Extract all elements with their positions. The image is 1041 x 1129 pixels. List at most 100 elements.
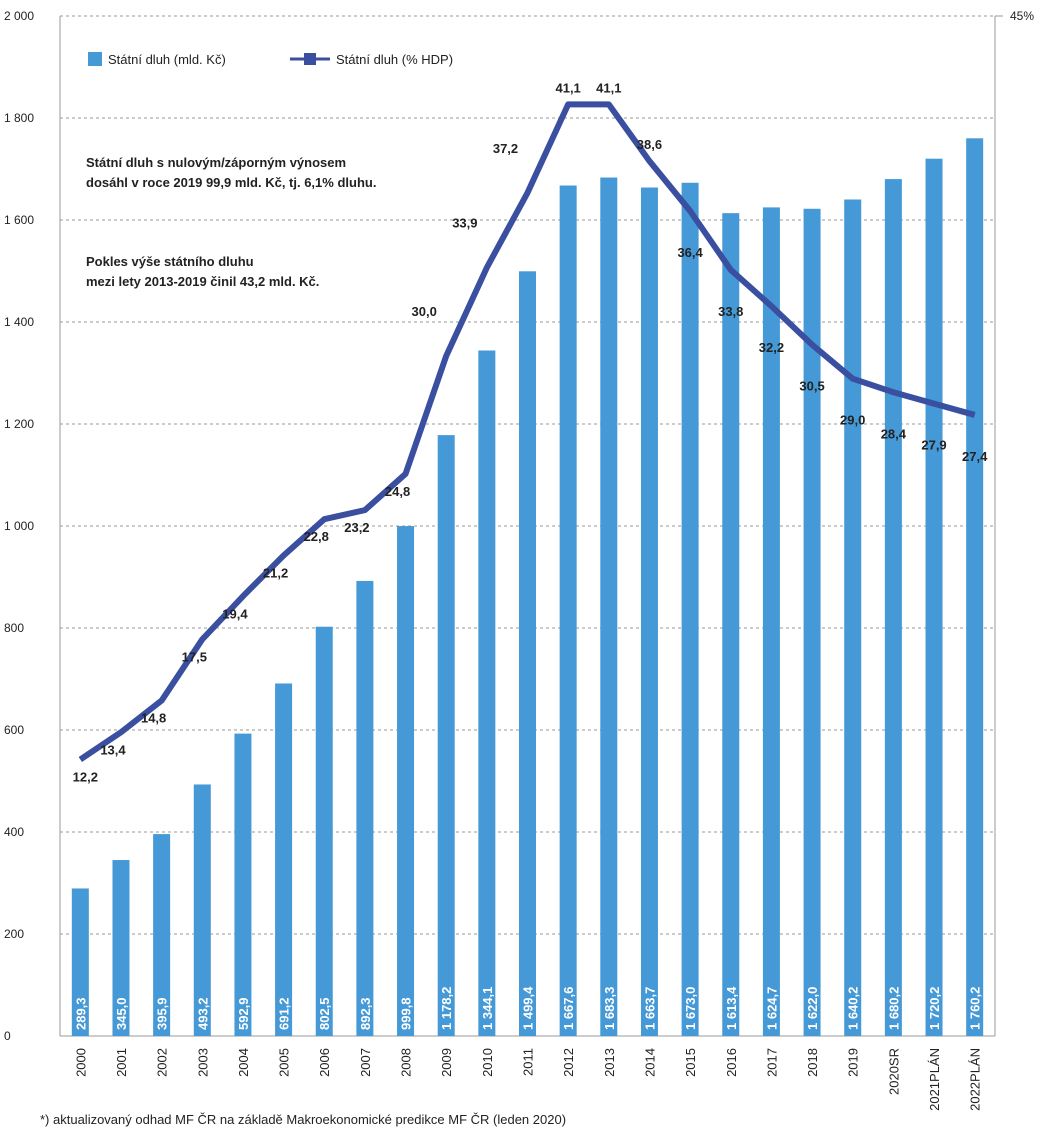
bar-value-label: 999,8 (399, 997, 414, 1030)
x-tick-label: 2003 (195, 1048, 210, 1077)
x-tick-label: 2000 (73, 1048, 88, 1077)
legend-marker (304, 53, 316, 65)
bar-value-label: 1 760,2 (968, 987, 983, 1030)
y-tick-label: 1 200 (4, 417, 34, 431)
line-value-label: 41,1 (596, 80, 621, 95)
line (78, 101, 976, 762)
bar (193, 784, 211, 1036)
bar (925, 158, 943, 1036)
bar-value-label: 1 344,1 (480, 987, 495, 1030)
y-tick-label: 1 600 (4, 213, 34, 227)
line-value-label: 33,9 (452, 216, 477, 231)
bar (803, 208, 821, 1036)
x-tick-label: 2005 (277, 1048, 292, 1077)
bar (234, 733, 252, 1036)
bar (112, 860, 130, 1036)
x-tick-label: 2002 (155, 1048, 170, 1077)
y-tick-label: 1 000 (4, 519, 34, 533)
bar-value-label: 1 624,7 (764, 987, 779, 1030)
bar-value-label: 802,5 (317, 997, 332, 1030)
bar (966, 138, 984, 1037)
bar-value-label: 345,0 (114, 997, 129, 1030)
footnote: *) aktualizovaný odhad MF ČR na základě … (40, 1112, 566, 1127)
bar (884, 179, 902, 1036)
line-value-label: 24,8 (385, 484, 410, 499)
x-tick-label: 2013 (602, 1048, 617, 1077)
line-value-label: 27,9 (921, 438, 946, 453)
bar-value-label: 691,2 (277, 997, 292, 1030)
bar (275, 683, 293, 1036)
annotation: dosáhl v roce 2019 99,9 mld. Kč, tj. 6,1… (86, 175, 376, 190)
bar-value-label: 1 622,0 (805, 987, 820, 1030)
bar-value-label: 892,3 (358, 997, 373, 1030)
bar (681, 182, 699, 1036)
line-value-label: 21,2 (263, 565, 288, 580)
line-value-label: 38,6 (637, 137, 662, 152)
y-tick-label: 200 (4, 927, 24, 941)
y-tick-label: 400 (4, 825, 24, 839)
x-tick-label: 2019 (846, 1048, 861, 1077)
y-tick-label: 0 (4, 1029, 11, 1043)
bar-value-label: 592,9 (236, 997, 251, 1030)
y2-tick-label: 45% (1010, 9, 1034, 23)
bar-value-label: 1 640,2 (846, 987, 861, 1030)
x-tick-label: 2018 (805, 1048, 820, 1077)
bar-value-label: 1 499,4 (521, 986, 536, 1030)
bar (722, 213, 740, 1036)
bar-value-label: 1 683,3 (602, 987, 617, 1030)
bar (437, 435, 455, 1036)
x-tick-label: 2001 (114, 1048, 129, 1077)
line-value-label: 41,1 (555, 80, 580, 95)
annotation: Pokles výše státního dluhu (86, 254, 254, 269)
line-value-label: 27,4 (962, 449, 988, 464)
line-value-label: 32,2 (759, 340, 784, 355)
y-tick-label: 1 800 (4, 111, 34, 125)
bar (397, 526, 415, 1036)
bar-value-label: 395,9 (155, 997, 170, 1030)
x-tick-label: 2008 (399, 1048, 414, 1077)
bar-value-label: 1 667,6 (561, 987, 576, 1030)
x-tick-label: 2015 (683, 1048, 698, 1077)
line-value-label: 37,2 (493, 141, 518, 156)
line-value-label: 14,8 (141, 711, 166, 726)
x-tick-label: 2007 (358, 1048, 373, 1077)
line-value-label: 30,5 (799, 379, 824, 394)
bar-value-label: 1 178,2 (439, 987, 454, 1030)
x-tick-label: 2012 (561, 1048, 576, 1077)
bar (559, 185, 577, 1037)
bar (478, 350, 496, 1036)
y-tick-label: 2 000 (4, 9, 34, 23)
y-tick-label: 600 (4, 723, 24, 737)
annotation: Státní dluh s nulovým/záporným výnosem (86, 155, 346, 170)
x-tick-label: 2004 (236, 1048, 251, 1077)
x-tick-label: 2011 (521, 1048, 536, 1076)
annotation: mezi lety 2013-2019 činil 43,2 mld. Kč. (86, 274, 319, 289)
x-tick-label: 2017 (764, 1048, 779, 1077)
bar-value-label: 1 613,4 (724, 986, 739, 1030)
line-value-label: 13,4 (100, 742, 126, 757)
x-tick-label: 2014 (642, 1048, 657, 1077)
line-value-label: 28,4 (881, 426, 907, 441)
x-tick-label: 2020SR (886, 1048, 901, 1095)
x-tick-label: 2016 (724, 1048, 739, 1077)
bar-value-label: 1 673,0 (683, 987, 698, 1030)
line-value-label: 23,2 (344, 520, 369, 535)
y-tick-label: 800 (4, 621, 24, 635)
x-tick-label: 2009 (439, 1048, 454, 1077)
bar-value-label: 1 663,7 (642, 987, 657, 1030)
line-value-label: 29,0 (840, 413, 865, 428)
bar-value-label: 1 720,2 (927, 987, 942, 1030)
x-tick-label: 2010 (480, 1048, 495, 1077)
bar (762, 207, 780, 1036)
legend-swatch (88, 52, 102, 66)
line-value-label: 19,4 (222, 606, 248, 621)
bar (315, 626, 333, 1036)
line-value-label: 22,8 (304, 529, 329, 544)
bar (519, 271, 536, 1036)
bar (153, 834, 171, 1036)
legend-label: Státní dluh (mld. Kč) (108, 52, 226, 67)
bar (844, 199, 862, 1037)
line-value-label: 33,8 (718, 304, 743, 319)
bar-value-label: 289,3 (73, 997, 88, 1030)
